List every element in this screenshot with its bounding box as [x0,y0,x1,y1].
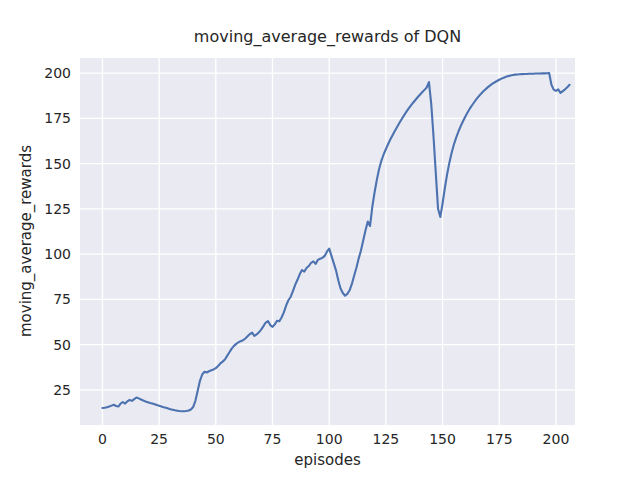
x-tick-label: 200 [543,431,570,447]
y-axis-label: moving_average_rewards [17,145,35,337]
y-tick-label: 25 [0,382,71,398]
chart-title: moving_average_rewards of DQN [80,27,575,46]
x-tick-label: 25 [150,431,168,447]
x-tick-label: 150 [429,431,456,447]
x-tick-label: 75 [264,431,282,447]
axes-background [80,58,575,425]
x-tick-label: 50 [207,431,225,447]
y-tick-label: 200 [0,65,71,81]
figure: moving_average_rewards of DQN 0 25 50 75 100… [0,0,640,480]
y-tick-label: 150 [0,156,71,172]
plot-area [80,58,575,425]
x-tick-label: 0 [98,431,107,447]
y-tick-label: 175 [0,110,71,126]
x-tick-label: 175 [486,431,513,447]
y-tick-label: 50 [0,337,71,353]
y-tick-label: 75 [0,291,71,307]
y-tick-label: 125 [0,201,71,217]
x-tick-label: 125 [373,431,400,447]
x-tick-label: 100 [316,431,343,447]
plot-canvas [80,58,575,425]
y-tick-label: 100 [0,246,71,262]
x-axis-label: episodes [80,451,575,469]
